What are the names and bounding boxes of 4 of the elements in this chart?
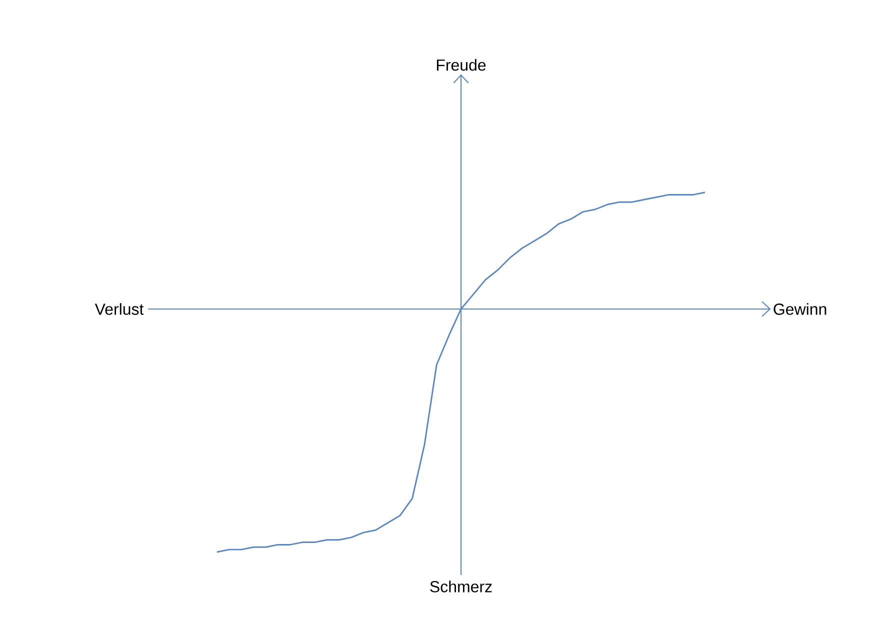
text: Schmerz	[430, 580, 492, 592]
text: Verlust	[94, 303, 144, 315]
text: Freude	[436, 58, 486, 71]
text: Gewinn	[774, 303, 826, 315]
